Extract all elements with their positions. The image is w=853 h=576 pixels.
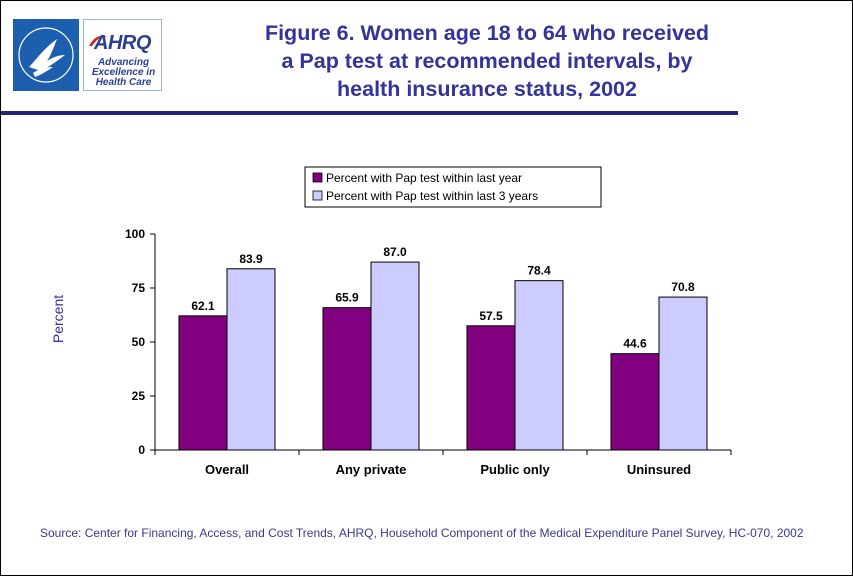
y-tick-label: 50 xyxy=(132,335,146,349)
y-tick-label: 25 xyxy=(132,389,146,403)
legend-swatch-last-3-years xyxy=(312,190,323,201)
bar-last-3-years xyxy=(658,296,708,451)
data-label: 87.0 xyxy=(383,245,407,259)
source-note: Source: Center for Financing, Access, an… xyxy=(40,526,804,540)
hhs-eagle-icon xyxy=(18,27,74,83)
bar-last-3-years xyxy=(370,261,420,451)
data-label: 83.9 xyxy=(239,252,263,266)
ahrq-tagline-line: Advancing xyxy=(97,57,150,68)
y-tick-label: 0 xyxy=(138,443,145,457)
data-label: 57.5 xyxy=(479,309,503,323)
legend-box xyxy=(304,166,602,208)
legend-label-last-3-years: Percent with Pap test within last 3 year… xyxy=(326,189,538,203)
chart-legend: Percent with Pap test within last year P… xyxy=(304,166,602,208)
data-label: 78.4 xyxy=(527,264,551,278)
ahrq-tagline-line: Health Care xyxy=(95,77,152,88)
data-label: 44.6 xyxy=(623,337,647,351)
ahrq-tagline: Advancing Excellence in Health Care xyxy=(86,58,161,88)
bar-last-year xyxy=(178,315,228,451)
bar-last-year xyxy=(466,325,516,451)
legend-swatch-last-year xyxy=(312,172,323,183)
legend-label-last-year: Percent with Pap test within last year xyxy=(326,171,522,185)
bar-last-3-years xyxy=(514,280,564,451)
bar-last-year xyxy=(322,307,372,451)
bar-last-3-years xyxy=(226,268,276,451)
data-label: 62.1 xyxy=(191,299,215,313)
data-label: 70.8 xyxy=(671,280,695,294)
data-label: 65.9 xyxy=(335,291,359,305)
title-line: Figure 6. Women age 18 to 64 who receive… xyxy=(264,21,710,45)
bar-last-year xyxy=(610,353,660,451)
x-category-label: Any private xyxy=(336,462,407,477)
y-tick-label: 100 xyxy=(125,227,145,241)
title-divider xyxy=(1,111,738,115)
ahrq-logo: AHRQ Advancing Excellence in Health Care xyxy=(83,19,162,91)
x-category-label: Uninsured xyxy=(627,462,691,477)
y-tick-label: 75 xyxy=(132,281,146,295)
x-category-label: Public only xyxy=(480,462,550,477)
y-axis-label: Percent xyxy=(50,295,66,343)
ahrq-wordmark: AHRQ xyxy=(94,32,151,54)
ahrq-tagline-line: Excellence in xyxy=(91,67,156,78)
hhs-logo xyxy=(13,19,79,91)
plot-area: 0 25 50 75 100 62.1 83.9 Overall 65.9 87.0 Any pri… xyxy=(125,227,732,477)
x-category-label: Overall xyxy=(205,462,249,477)
ahrq-swoosh-icon xyxy=(89,35,107,46)
title-line: a Pap test at recommended intervals, by xyxy=(281,49,693,73)
title-line: health insurance status, 2002 xyxy=(337,77,637,101)
page-title: Figure 6. Women age 18 to 64 who receive… xyxy=(197,19,777,103)
